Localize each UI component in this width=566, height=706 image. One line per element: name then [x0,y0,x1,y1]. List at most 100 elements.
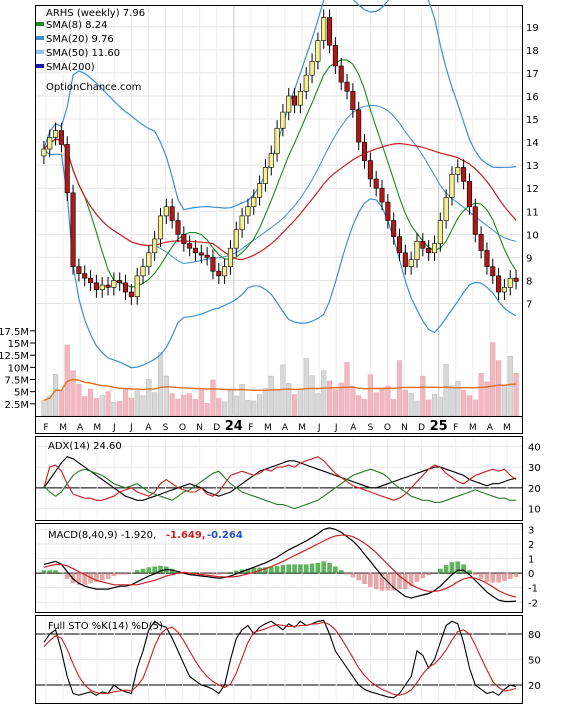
candle-body [134,275,140,297]
volume-bar [391,399,397,417]
macd-histogram-bar [502,573,507,582]
volume-bar [379,388,385,417]
volume-bar [245,400,251,417]
macd-histogram-bar [484,573,490,582]
price-y-tick-label: 14 [526,138,539,149]
price-y-tick-label: 12 [526,184,539,195]
candle-body [93,282,99,291]
candle-body [379,187,385,203]
candle-body [315,40,321,62]
volume-bar [501,384,508,417]
macd-histogram-bar [59,573,64,574]
volume-bar [478,372,484,417]
stochastic-grid [36,617,522,702]
macd-histogram [41,561,519,591]
volume-bar [82,396,88,417]
volume-bar [437,396,443,417]
panel-y-tick-label: -1 [528,584,538,595]
x-tick-label: M [59,423,67,433]
macd-histogram-bar [228,572,233,574]
panel-y-tick-label: 80 [528,630,541,641]
candle-body [385,201,391,221]
candle-body [99,284,105,291]
x-tick-label: F [43,423,48,433]
adx-title: ADX(14) 24.60 [48,441,122,452]
x-tick-label: M [264,423,272,433]
candle-body [496,275,502,293]
candle-body [169,206,175,221]
volume-bar [321,370,327,417]
macd-histogram-bar [303,564,309,574]
macd-histogram-bar [373,573,379,590]
legend-swatch [36,50,44,54]
candle-body [327,17,333,46]
volume-bar [257,394,263,417]
price-y-tick-label: 8 [526,276,532,287]
volume-bar [169,393,175,417]
macd-histogram-bar [105,573,111,579]
volume-y-tick-label: 10M [8,363,29,374]
macd-histogram-bar [47,570,53,574]
candle-body [64,144,70,194]
legend-label: SMA(8) 8.24 [46,20,107,31]
candle-body [437,220,443,244]
candle-body [286,95,292,113]
candle-body [192,247,198,254]
x-tick-label: 24 [225,419,243,434]
volume-bar [507,355,513,417]
macd-histogram-bar [41,570,47,574]
x-tick-label: A [282,423,289,433]
volume-bar [111,402,117,417]
legend: SMA(8) 8.24 SMA(20) 9.76 SMA(50) 11.60 SMA(… [36,20,120,73]
price-y-tick-label: 17 [526,69,539,80]
candle-body [105,284,111,288]
adx-panel-frame [35,436,523,521]
stochastic-d-line [43,621,517,696]
macd-histogram-bar [286,564,292,574]
volume-bar [52,373,59,417]
price-y-tick-label: 18 [526,46,539,57]
candle-body [152,238,158,254]
volume-bar [41,400,47,417]
candle-body [367,160,373,180]
candle-body [420,240,426,249]
panel-y-tick-label: 2 [528,540,534,551]
macd-histogram-bar [152,566,158,574]
adx-lines [43,456,517,510]
volume-bar [134,390,140,417]
panel-y-tick-label: 50 [528,656,541,667]
candle-body [187,243,193,249]
volume-bar [187,393,193,417]
volume-y-tick-label: 2.5M [4,400,29,411]
x-axis-band [35,416,523,434]
legend-swatch [36,22,44,26]
x-tick-label: N [196,423,203,433]
macd-histogram-bar [437,568,443,574]
macd-histogram-bar [507,573,513,579]
panel-y-tick-label: -2 [528,598,538,609]
volume-bar [449,385,455,417]
volume-bar [443,364,449,417]
candle-body [356,109,362,143]
candle-body [210,257,216,272]
stochastic-y-tick-labels: 20 50 80 [528,630,541,692]
candle-body [70,192,76,267]
candle-body [58,130,64,145]
candle-body [443,197,449,221]
candle-body [111,280,117,288]
macd-histogram-bar [362,573,367,585]
volume-bar [87,388,94,417]
macd-histogram-bar [88,573,93,584]
macd-histogram-bar [222,573,227,574]
macd-line [43,527,517,603]
candle-body [309,61,315,76]
volume-bar [402,389,408,417]
candle-body [157,215,164,240]
candle-body [47,137,53,150]
panel-y-tick-label: 10 [528,505,541,516]
x-tick-label: A [350,423,357,433]
price-overlays [43,0,517,402]
candle-body [297,91,303,106]
x-axis: F M A M J J A S O N D 24 F M A M J J A S O N D 25 F M A M [35,416,523,434]
volume-bar [455,381,461,417]
